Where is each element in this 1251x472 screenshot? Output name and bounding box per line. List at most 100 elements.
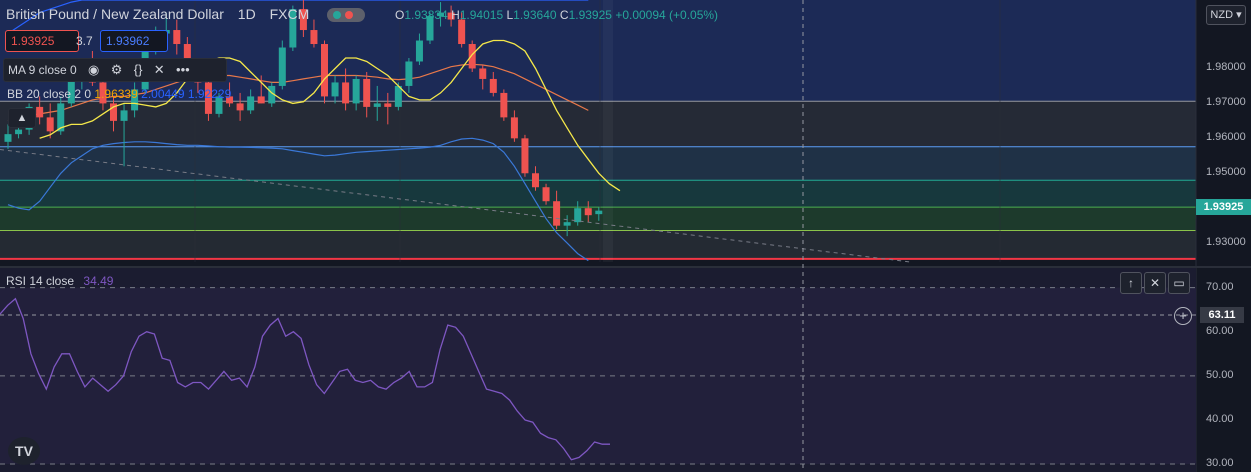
- candle-49: [521, 134, 529, 177]
- source-code-icon[interactable]: {}: [133, 62, 143, 77]
- ma-legend[interactable]: MA 9 close 0 ◉ ⚙ {} ✕ •••: [3, 58, 227, 82]
- bb-legend[interactable]: BB 20 close 2 0 1.96339 2.00449 1.92229: [3, 83, 235, 105]
- candle-31: [331, 75, 339, 104]
- chevron-up-icon: ▲: [16, 112, 28, 124]
- candle-body-9: [99, 82, 107, 104]
- rsi-line: [0, 297, 610, 461]
- candle-body-36: [384, 103, 392, 107]
- candle-body-30: [321, 44, 328, 97]
- bb-lower-line: [7, 137, 589, 262]
- candle-body-48: [510, 117, 518, 139]
- tradingview-logo-icon[interactable]: TV: [8, 437, 40, 465]
- candle-45: [479, 64, 487, 90]
- candle-body-40: [426, 16, 434, 41]
- more-icon[interactable]: •••: [176, 62, 190, 77]
- close-icon[interactable]: ✕: [153, 62, 165, 77]
- candle-body-52: [553, 201, 561, 226]
- interval-label[interactable]: 1D: [237, 6, 256, 22]
- zone-2: [0, 146, 1196, 181]
- candle-21: [226, 82, 234, 107]
- last-price-label: 1.93925: [1196, 199, 1251, 215]
- candle-body-39: [415, 40, 423, 62]
- candle-body-23: [247, 96, 255, 111]
- candle-body-1: [15, 129, 23, 135]
- chart-title[interactable]: British Pound / New Zealand Dollar 1D FX…: [6, 6, 373, 23]
- zone-5: [0, 230, 1196, 259]
- candle-44: [468, 40, 476, 72]
- price-extras: [0, 149, 911, 263]
- candle-body-31: [331, 82, 339, 97]
- ma9-line: [39, 39, 621, 192]
- candle-body-44: [468, 44, 476, 69]
- rsi-legend[interactable]: RSI 14 close 34.49: [6, 274, 113, 288]
- candle-body-5: [57, 103, 65, 132]
- candle-body-51: [542, 187, 550, 202]
- candle-body-19: [204, 82, 212, 114]
- candle-body-55: [584, 208, 592, 216]
- sell-button[interactable]: 1.93925: [5, 30, 79, 52]
- candle-body-43: [458, 19, 466, 45]
- add-plus-icon[interactable]: +: [1174, 307, 1192, 325]
- candle-23: [247, 89, 255, 114]
- candle-28: [299, 0, 307, 38]
- candle-48: [510, 110, 518, 142]
- candle-body-38: [405, 61, 413, 86]
- candle-body-16: [173, 30, 181, 45]
- candle-body-21: [226, 96, 234, 104]
- buy-button[interactable]: 1.93962: [100, 30, 168, 52]
- candle-body-35: [373, 103, 381, 107]
- candle-42: [447, 5, 455, 27]
- eye-icon[interactable]: ◉: [88, 62, 100, 77]
- candle-37: [394, 82, 402, 111]
- candle-56: [595, 207, 603, 221]
- rsi-label: RSI 14 close: [6, 274, 75, 288]
- rsi-band: [0, 287, 1196, 465]
- gear-icon[interactable]: ⚙: [110, 62, 123, 77]
- candle-39: [415, 33, 423, 65]
- move-pane-up-button[interactable]: ↑: [1120, 272, 1142, 294]
- candle-51: [542, 183, 550, 205]
- maximize-icon: ▭: [1173, 276, 1185, 290]
- candle-24: [257, 75, 265, 104]
- candle-body-45: [479, 68, 487, 79]
- rsi-value: 34.49: [83, 274, 114, 288]
- ma-label: MA 9 close 0: [8, 63, 77, 77]
- bb-label: BB 20 close 2 0: [7, 87, 92, 101]
- market-status-icon[interactable]: [327, 8, 366, 23]
- candle-25: [268, 82, 276, 107]
- candle-20: [215, 92, 223, 118]
- candle-16: [173, 19, 181, 55]
- price-tick-2: 1.96000: [1206, 131, 1246, 144]
- zone-1: [0, 101, 1196, 147]
- candle-body-24: [257, 96, 265, 104]
- candle-body-32: [342, 82, 350, 104]
- candle-55: [584, 201, 592, 223]
- rsi-tick-4: 30.00: [1206, 457, 1234, 470]
- change-value: +0.00094 (+0.05%): [615, 8, 719, 22]
- candle-body-17: [183, 44, 191, 72]
- maximize-pane-button[interactable]: ▭: [1168, 272, 1190, 294]
- candle-body-47: [500, 92, 508, 118]
- collapse-legend-button[interactable]: ▲: [8, 108, 36, 128]
- candle-body-49: [521, 138, 529, 174]
- candle-40: [426, 12, 434, 45]
- rsi-pane: [0, 287, 1196, 465]
- zone-3: [0, 180, 1196, 208]
- symbol-name[interactable]: British Pound / New Zealand Dollar: [6, 6, 224, 22]
- candle-30: [321, 40, 328, 104]
- candle-35: [373, 85, 381, 121]
- candle-50: [532, 166, 539, 191]
- moving-average: [39, 39, 621, 192]
- candle-3: [36, 96, 44, 125]
- close-pane-button[interactable]: ✕: [1144, 272, 1166, 294]
- candle-body-10: [110, 103, 117, 121]
- candle-29: [310, 19, 318, 48]
- last-bar-highlight: [603, 0, 613, 262]
- zone-0: [0, 0, 1196, 102]
- candle-body-33: [352, 78, 360, 104]
- candle-body-50: [532, 173, 539, 188]
- candle-body-54: [574, 208, 582, 223]
- candle-4: [46, 103, 54, 139]
- currency-selector[interactable]: NZD ▾: [1206, 5, 1246, 25]
